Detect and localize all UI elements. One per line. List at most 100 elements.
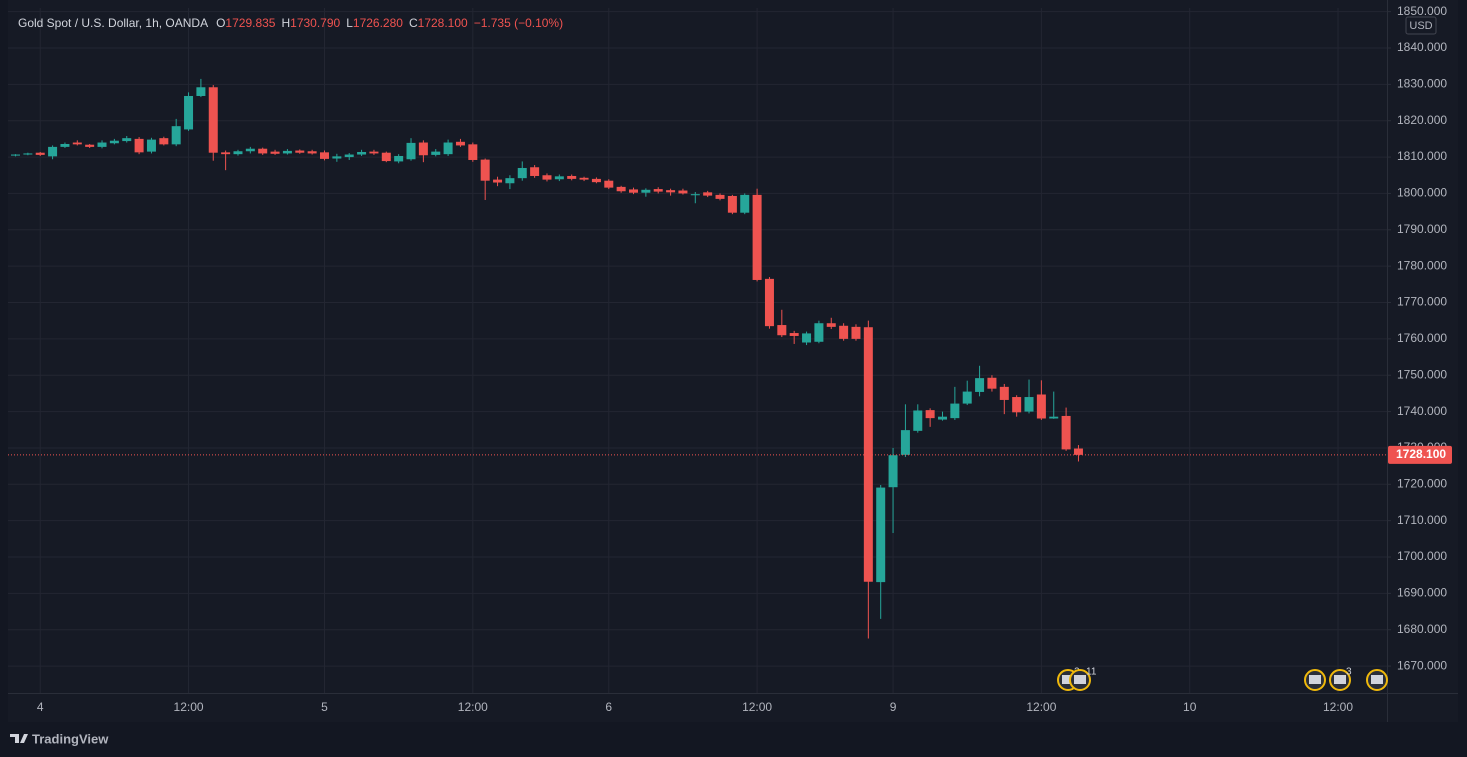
logo: TradingView: [10, 731, 109, 746]
x-tick-label: 4: [37, 700, 44, 714]
y-tick-label: 1720.000: [1397, 476, 1447, 490]
candle-body: [876, 487, 886, 583]
candle-body: [863, 327, 873, 582]
candle-body: [814, 323, 824, 342]
candle-body: [159, 138, 169, 145]
candle-body: [987, 377, 997, 389]
y-tick-label: 1700.000: [1397, 549, 1447, 563]
overlay: 1670.000 1680.000 1690.000 1700.000 1710.000…: [8, 4, 1452, 714]
candle-body: [591, 178, 601, 183]
candle-body: [554, 176, 564, 180]
y-tick-label: 1710.000: [1397, 513, 1447, 527]
o-value: 1729.835: [225, 16, 275, 30]
candle-body: [567, 175, 577, 179]
candle-body: [35, 152, 45, 155]
candle-body: [455, 141, 465, 146]
candle-body: [208, 87, 218, 153]
event-flag: [1371, 675, 1383, 684]
logo-mark: [10, 734, 28, 743]
candle-body: [764, 278, 774, 327]
candle-body: [517, 167, 527, 179]
candle-body: [740, 194, 750, 213]
candle-body: [579, 177, 589, 180]
candle-body: [530, 167, 540, 176]
candle-body: [505, 178, 515, 184]
candle-body: [109, 140, 119, 144]
last-price-box: [1388, 445, 1452, 464]
candle-body: [653, 189, 663, 192]
last-price-label: 1728.100: [1396, 447, 1446, 461]
x-tick-label: 9: [890, 700, 897, 714]
candle-body: [777, 325, 787, 336]
change: −1.735 (−0.10%): [474, 16, 563, 30]
y-tick-label: 1780.000: [1397, 258, 1447, 272]
x-tick-label: 12:00: [742, 700, 772, 714]
y-tick-label: 1770.000: [1397, 295, 1447, 309]
candle-body: [406, 142, 416, 160]
candle-body: [295, 150, 305, 153]
candle-body: [752, 194, 762, 280]
l-value: 1726.280: [353, 16, 403, 30]
plot-area: [8, 0, 1458, 722]
candle-body: [925, 410, 935, 419]
event-flag: [1062, 675, 1074, 684]
candle-body: [344, 154, 354, 158]
candle-body: [950, 403, 960, 419]
candle-body: [357, 151, 367, 155]
candle-body: [975, 378, 985, 392]
candle-body: [184, 95, 194, 130]
event-flag: [1334, 675, 1346, 684]
h-value: 1730.790: [290, 16, 340, 30]
candle-body: [678, 190, 688, 194]
y-tick-label: 1760.000: [1397, 331, 1447, 345]
y-tick-label: 1810.000: [1397, 149, 1447, 163]
x-tick-label: 10: [1183, 700, 1197, 714]
candle-body: [703, 192, 713, 196]
y-tick-label: 1840.000: [1397, 40, 1447, 54]
candle-body: [11, 154, 20, 156]
x-tick-label: 12:00: [174, 700, 204, 714]
y-tick-label: 1850.000: [1397, 4, 1447, 18]
c-label: C: [409, 16, 418, 30]
candle-body: [493, 179, 503, 183]
y-tick-label: 1800.000: [1397, 186, 1447, 200]
candle-body: [258, 148, 268, 154]
candle-body: [1073, 448, 1083, 455]
candle-body: [233, 151, 243, 155]
candle-body: [282, 150, 292, 154]
candle-body: [542, 175, 552, 180]
candle-body: [97, 142, 107, 147]
candle-body: [789, 333, 799, 336]
candle-body: [146, 139, 156, 152]
candle-body: [938, 416, 947, 420]
candle-body: [221, 152, 231, 155]
candle-body: [715, 194, 725, 199]
candle-body: [900, 430, 910, 455]
candle-body: [1049, 416, 1059, 419]
candle-body: [431, 151, 441, 155]
candle-body: [999, 386, 1009, 400]
event-count: 11: [1086, 667, 1097, 678]
event-flag: [1074, 675, 1086, 684]
candle-body: [270, 151, 280, 154]
candle-body: [1061, 415, 1071, 450]
candle-body: [381, 152, 391, 162]
y-tick-label: 1680.000: [1397, 622, 1447, 636]
candle-body: [604, 180, 614, 188]
candle-body: [122, 138, 132, 142]
candle-body: [826, 323, 836, 327]
x-tick-label: 5: [321, 700, 328, 714]
currency: USD: [1409, 20, 1432, 32]
candle-body: [332, 156, 342, 159]
candle-body: [468, 144, 478, 160]
x-tick-label: 12:00: [458, 700, 488, 714]
candle-body: [72, 142, 82, 145]
l-label: L: [346, 16, 353, 30]
legend: Gold Spot / U.S. Dollar, 1h, OANDA O1729.…: [18, 16, 563, 30]
candle-body: [913, 410, 923, 431]
candles: [11, 78, 1083, 639]
candle-body: [629, 189, 638, 193]
y-tick-label: 1690.000: [1397, 586, 1447, 600]
candle-body: [1012, 397, 1022, 413]
